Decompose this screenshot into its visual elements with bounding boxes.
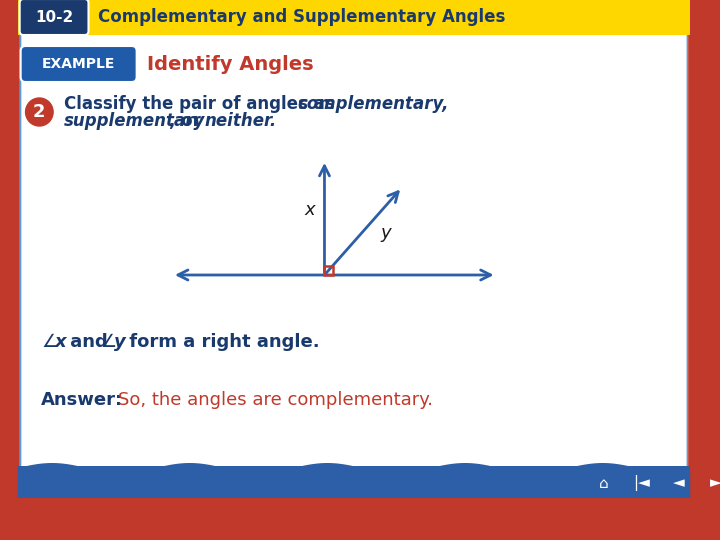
- FancyBboxPatch shape: [19, 0, 89, 35]
- Text: ◄: ◄: [672, 476, 684, 490]
- Text: Complementary and Supplementary Angles: Complementary and Supplementary Angles: [99, 8, 505, 26]
- Polygon shape: [18, 463, 690, 498]
- Text: 10-2: 10-2: [35, 10, 73, 24]
- Text: ⌂: ⌂: [599, 476, 608, 490]
- Text: Classify the pair of angles as: Classify the pair of angles as: [64, 95, 341, 113]
- Text: ∠: ∠: [100, 333, 117, 351]
- Text: x: x: [305, 201, 315, 219]
- Text: Answer:: Answer:: [41, 391, 123, 409]
- Circle shape: [26, 98, 53, 126]
- FancyBboxPatch shape: [18, 16, 690, 498]
- Bar: [18, 0, 690, 35]
- Text: |◄: |◄: [633, 475, 649, 491]
- Bar: [18, 492, 690, 498]
- Text: neither.: neither.: [204, 112, 276, 130]
- Text: 2: 2: [33, 103, 45, 121]
- Text: So, the angles are complementary.: So, the angles are complementary.: [118, 391, 433, 409]
- Text: Identify Angles: Identify Angles: [148, 55, 314, 73]
- Text: x: x: [55, 333, 67, 351]
- Bar: [18, 466, 690, 498]
- Text: ∠: ∠: [41, 333, 58, 351]
- Text: ►: ►: [710, 476, 720, 490]
- Text: complementary,: complementary,: [297, 95, 449, 113]
- Text: y: y: [380, 224, 391, 242]
- Text: EXAMPLE: EXAMPLE: [42, 57, 115, 71]
- FancyBboxPatch shape: [21, 46, 137, 82]
- Text: supplementary: supplementary: [64, 112, 205, 130]
- Text: y: y: [114, 333, 126, 351]
- Bar: [325, 266, 333, 275]
- Text: and: and: [64, 333, 114, 351]
- Text: form a right angle.: form a right angle.: [123, 333, 320, 351]
- Text: , or: , or: [169, 112, 207, 130]
- FancyBboxPatch shape: [8, 8, 700, 532]
